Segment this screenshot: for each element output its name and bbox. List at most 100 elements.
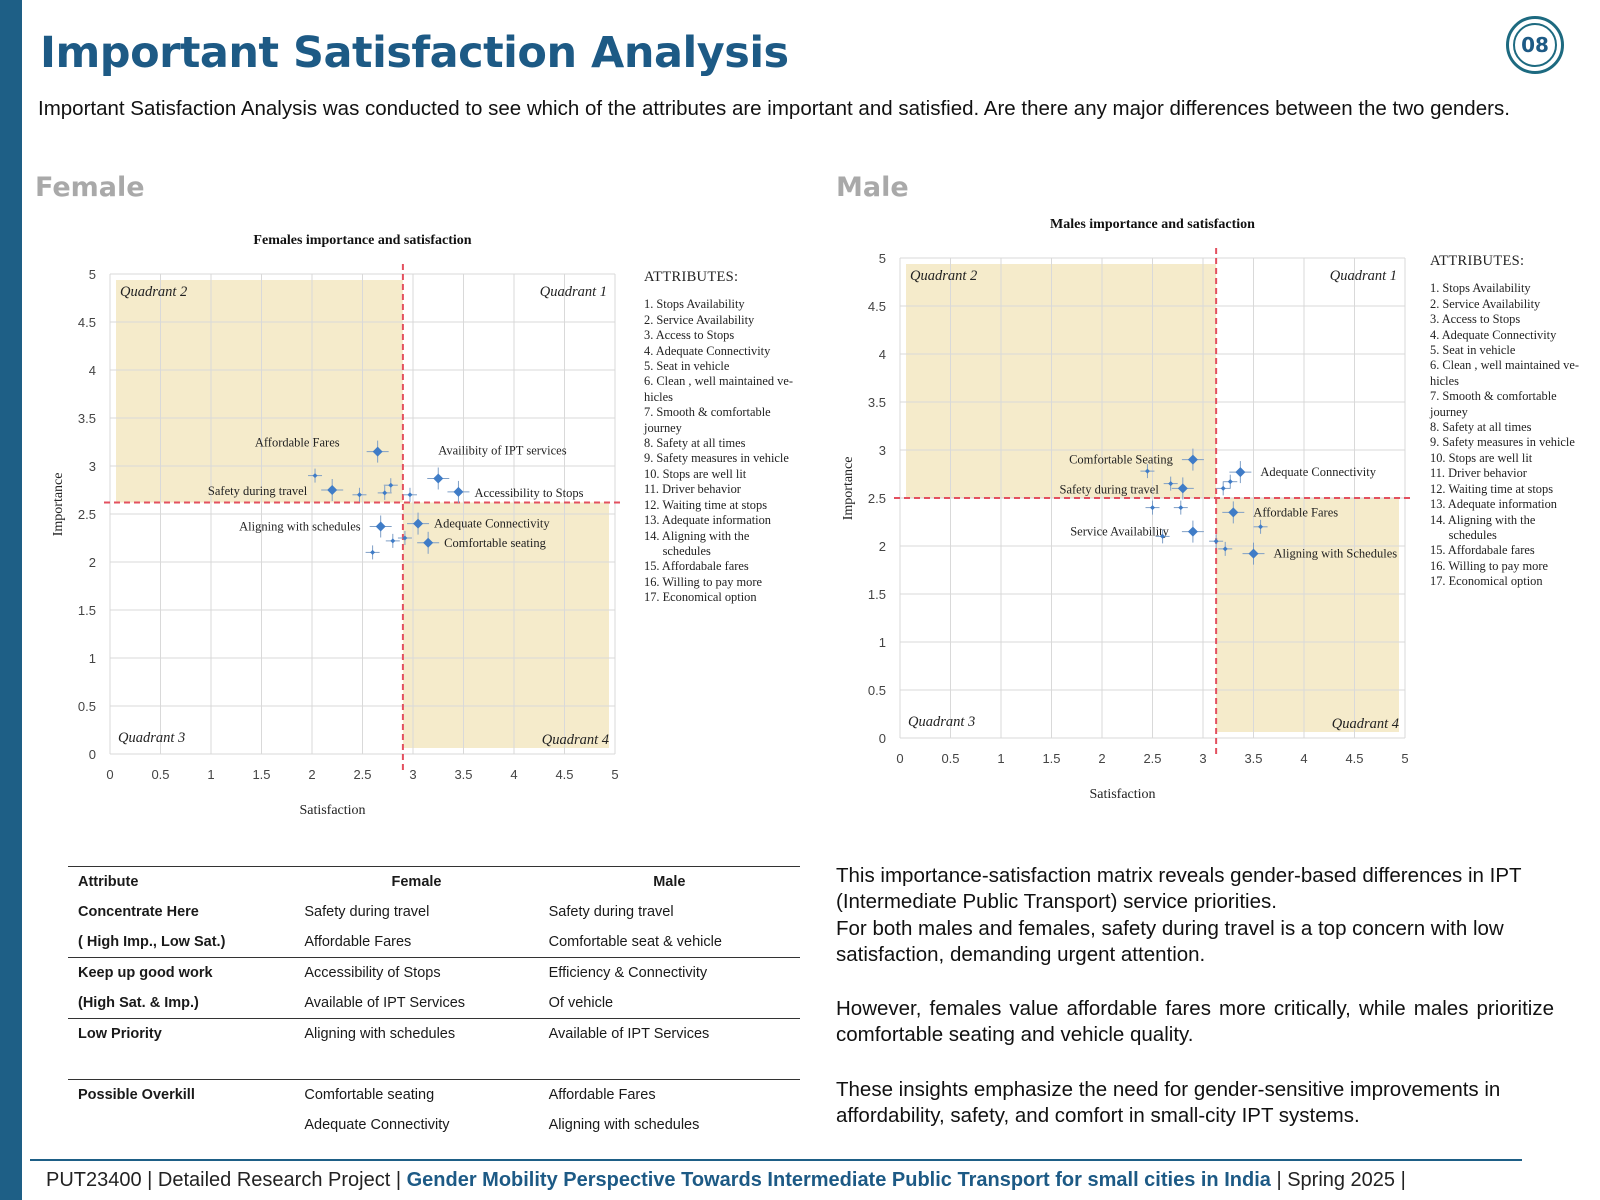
table-row: Adequate Connectivity Aligning with sche… (68, 1110, 800, 1140)
x-axis-label: Satisfaction (299, 803, 365, 818)
attribute-item: 7. Smooth & comfortable journey (1430, 389, 1557, 419)
attribute-item: 15. Affordabale fares (644, 559, 749, 574)
data-label: Adequate Connectivity (434, 517, 550, 531)
data-point (402, 535, 408, 541)
table-cell-attribute (68, 1110, 294, 1140)
male-attributes-list: ATTRIBUTES: 1. Stops Availability 2. Serv… (1430, 253, 1596, 590)
data-label: Comfortable Seating (1069, 453, 1174, 467)
x-tick-label: 1.5 (252, 767, 270, 782)
y-tick-label: 2 (89, 555, 96, 570)
y-tick-label: 1.5 (868, 587, 886, 602)
attribute-item: 10. Stops are well lit (644, 466, 747, 481)
data-point (1213, 538, 1219, 544)
data-point (1228, 507, 1239, 518)
y-tick-label: 0 (89, 747, 96, 762)
attributes-heading: ATTRIBUTES: (644, 269, 739, 285)
data-point (375, 521, 386, 532)
data-point (312, 473, 318, 479)
footer: PUT23400 | Detailed Research Project | G… (46, 1169, 1406, 1192)
attribute-item: 13. Adequate information (1430, 497, 1557, 512)
y-tick-label: 3 (89, 459, 96, 474)
y-tick-label: 2 (879, 539, 886, 554)
x-tick-label: 2.5 (1143, 751, 1161, 766)
y-tick-label: 0.5 (78, 699, 96, 714)
x-axis-label: Satisfaction (1089, 787, 1155, 802)
data-point (1150, 505, 1155, 511)
summary-paragraph-1: This importance-satisfaction matrix reve… (836, 864, 1522, 913)
table-cell-female: Accessibility of Stops (294, 957, 539, 988)
table-cell-male: Aligning with schedules (548, 1117, 700, 1133)
attribute-item: 5. Seat in vehicle (644, 359, 730, 374)
data-label: Safety during travel (1060, 482, 1160, 496)
female-section-label: Female (35, 172, 145, 203)
table-header-female: Female (294, 866, 539, 897)
y-tick-label: 4.5 (78, 315, 96, 330)
data-label: Accessibility to Stops (474, 486, 583, 500)
quadrant-label: Quadrant 1 (540, 284, 607, 300)
page-title: Important Satisfaction Analysis (40, 28, 789, 78)
data-label: Aligning with Schedules (1274, 547, 1398, 561)
attribute-item: 11. Driver behavior (644, 482, 741, 497)
x-tick-label: 5 (1401, 751, 1408, 766)
attribute-item: 14. Aligning with the schedules (644, 528, 750, 558)
data-point (1187, 454, 1198, 465)
table-cell-male: Of vehicle (548, 995, 614, 1011)
x-tick-label: 3 (409, 767, 416, 782)
intro-text: Important Satisfaction Analysis was cond… (38, 97, 1510, 120)
data-point (370, 549, 376, 555)
attribute-item: 3. Access to Stops (1430, 312, 1521, 327)
attributes-heading: ATTRIBUTES: (1430, 253, 1525, 269)
quadrant-2-fill (906, 264, 1217, 498)
y-tick-label: 5 (879, 251, 886, 266)
attribute-item: 12. Waiting time at stops (1430, 481, 1554, 496)
attribute-item: 17. Economical option (1430, 574, 1543, 589)
y-tick-label: 2.5 (868, 491, 886, 506)
attribute-item: 2. Service Availability (1430, 296, 1541, 311)
data-point (453, 486, 464, 497)
x-tick-label: 3.5 (1244, 751, 1262, 766)
x-tick-label: 5 (611, 767, 618, 782)
x-tick-label: 0.5 (941, 751, 959, 766)
data-point (407, 492, 413, 498)
x-tick-label: 0 (896, 751, 903, 766)
table-cell-female: Adequate Connectivity (304, 1117, 450, 1133)
x-tick-label: 3.5 (454, 767, 472, 782)
y-tick-label: 1.5 (78, 603, 96, 618)
quadrant-label: Quadrant 2 (910, 268, 977, 284)
attribute-item: 2. Service Availability (644, 312, 755, 327)
data-point (1222, 546, 1228, 552)
table-cell-attribute: Possible Overkill (68, 1079, 295, 1110)
y-tick-label: 3.5 (78, 411, 96, 426)
male-section-label: Male (836, 172, 909, 203)
data-point (1220, 485, 1226, 491)
data-label: Affordable Fares (255, 436, 340, 450)
data-point (1258, 524, 1264, 530)
chart-title: Females importance and satisfaction (253, 233, 471, 248)
attribute-item: 4. Adequate Connectivity (644, 343, 771, 358)
data-point (356, 492, 362, 498)
y-tick-label: 1 (879, 635, 886, 650)
attribute-item: 7. Smooth & comfortable journey (644, 405, 771, 435)
attribute-item: 11. Driver behavior (1430, 466, 1527, 481)
data-point (1177, 483, 1188, 494)
footer-term: | Spring 2025 | (1276, 1169, 1406, 1191)
quadrant-label: Quadrant 4 (542, 732, 609, 748)
table-cell-male: Affordable Fares (538, 1079, 800, 1110)
quadrant-4-fill (1216, 498, 1399, 732)
table-row: Keep up good work Accessibility of Stops… (68, 957, 800, 988)
footer-divider (30, 1159, 1522, 1161)
quadrant-4-fill (402, 502, 609, 748)
table-cell-attribute: Keep up good work (68, 957, 295, 988)
table-cell-attribute: Concentrate Here (78, 904, 199, 920)
attribute-item: 4. Adequate Connectivity (1430, 327, 1557, 342)
table-row: ( High Imp., Low Sat.) Affordable Fares … (68, 927, 800, 958)
attribute-item: 15. Affordabale fares (1430, 543, 1535, 558)
y-axis-label: Importance (51, 473, 66, 537)
data-point (1248, 548, 1259, 559)
data-point (1168, 481, 1174, 487)
table-cell-female: Comfortable seating (294, 1079, 539, 1110)
x-tick-label: 4.5 (1345, 751, 1363, 766)
attribute-item: 9. Safety measures in vehicle (1430, 435, 1575, 450)
table-cell-male: Safety during travel (548, 904, 674, 920)
data-label: Availibity of IPT services (438, 443, 566, 457)
